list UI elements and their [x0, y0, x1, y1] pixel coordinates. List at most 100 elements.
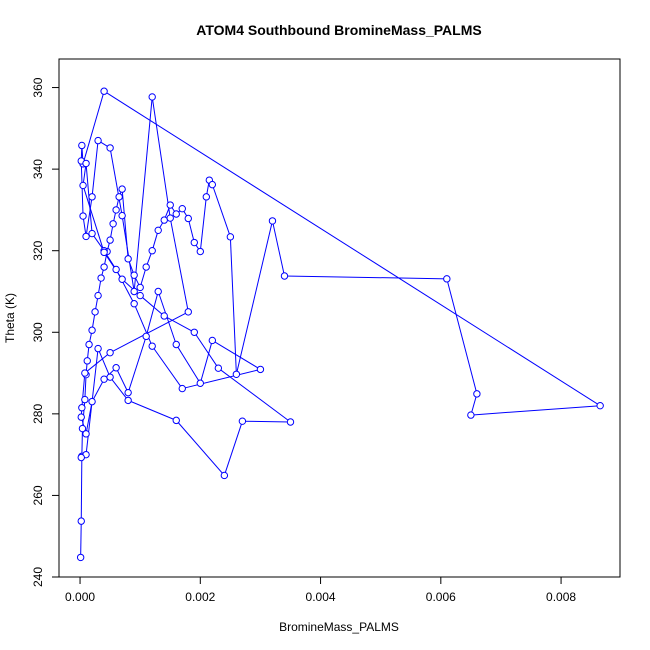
data-point	[214, 364, 223, 372]
series-segment	[109, 376, 129, 401]
data-point	[82, 232, 90, 241]
series-segment	[229, 236, 237, 375]
series-segment	[84, 374, 87, 400]
data-point	[106, 348, 114, 357]
data-point	[124, 396, 132, 405]
series-segment	[133, 303, 153, 347]
series-segment	[199, 340, 213, 384]
data-point	[208, 180, 217, 189]
series-segment	[133, 96, 153, 292]
y-tick-label: 360	[31, 77, 45, 97]
data-point	[148, 93, 156, 101]
y-tick-label: 260	[31, 485, 45, 505]
data-point	[280, 272, 289, 280]
data-point	[82, 159, 90, 168]
data-point	[596, 401, 604, 410]
series-segment	[82, 91, 105, 164]
series-lines	[80, 90, 601, 558]
data-point	[100, 248, 108, 257]
data-point	[256, 365, 265, 374]
data-point	[78, 404, 86, 412]
y-axis-label: Theta (K)	[3, 293, 17, 343]
data-point	[142, 332, 150, 341]
series-segment	[187, 218, 195, 243]
data-point	[77, 517, 85, 525]
series-segment	[82, 163, 87, 186]
data-point	[97, 274, 105, 282]
series-segment	[115, 367, 129, 393]
data-point	[106, 144, 114, 152]
data-point	[100, 87, 108, 95]
series-segment	[218, 367, 291, 423]
series-segment	[271, 220, 285, 277]
data-point	[166, 201, 174, 209]
data-point	[178, 204, 186, 213]
data-point	[172, 340, 180, 349]
data-point	[77, 413, 85, 421]
data-point	[268, 217, 277, 225]
data-point	[94, 136, 102, 145]
data-point	[88, 326, 96, 334]
data-point	[106, 236, 114, 244]
series-segment	[121, 215, 135, 292]
series-segment	[145, 291, 159, 337]
series-segment	[91, 378, 105, 402]
series-segment	[284, 275, 447, 280]
data-point	[78, 424, 87, 433]
y-tick-label: 280	[31, 404, 45, 424]
data-point	[88, 397, 96, 406]
data-point	[79, 181, 87, 190]
series-segment	[109, 147, 123, 216]
series-segment	[163, 315, 195, 333]
series-segment	[175, 344, 201, 384]
data-point	[172, 416, 180, 425]
data-point	[136, 283, 144, 292]
series-segment	[80, 521, 82, 558]
series-segment	[109, 311, 189, 354]
data-point	[94, 291, 102, 300]
y-tick-label: 300	[31, 322, 45, 342]
data-point	[81, 395, 89, 404]
y-axis: 240 260 280 300 320 340 360	[31, 77, 60, 587]
data-point	[196, 247, 205, 256]
data-point	[238, 417, 247, 425]
data-point	[172, 210, 180, 218]
data-point	[226, 233, 235, 241]
data-point	[160, 216, 168, 224]
series-segment	[151, 345, 183, 389]
data-point	[76, 553, 85, 562]
series-segment	[182, 368, 261, 390]
series-segment	[139, 295, 165, 317]
data-point	[112, 206, 120, 214]
chart-title: ATOM4 Southbound BromineMass_PALMS	[196, 22, 481, 38]
series-segment	[212, 340, 261, 370]
data-point	[94, 344, 102, 353]
data-point	[88, 193, 96, 201]
data-point	[85, 340, 93, 349]
series-segment	[85, 196, 93, 237]
series-segment	[103, 252, 123, 280]
data-point	[82, 430, 90, 438]
data-point	[81, 369, 89, 377]
data-point	[112, 364, 120, 372]
series-segment	[127, 399, 177, 421]
data-point	[109, 220, 117, 228]
data-point	[124, 388, 132, 397]
series-segment	[169, 217, 189, 312]
data-point	[190, 238, 198, 247]
data-point	[91, 308, 99, 316]
series-segment	[223, 421, 243, 476]
y-tick-label: 340	[31, 159, 45, 179]
data-point	[130, 271, 138, 279]
series-segment	[242, 420, 291, 423]
x-tick-label: 0.002	[185, 590, 215, 604]
data-point	[130, 300, 138, 308]
data-point	[160, 312, 168, 320]
data-point	[190, 328, 198, 336]
y-tick-label: 320	[31, 240, 45, 260]
data-point	[220, 471, 229, 480]
data-point	[118, 211, 126, 220]
series-segment	[235, 220, 273, 375]
